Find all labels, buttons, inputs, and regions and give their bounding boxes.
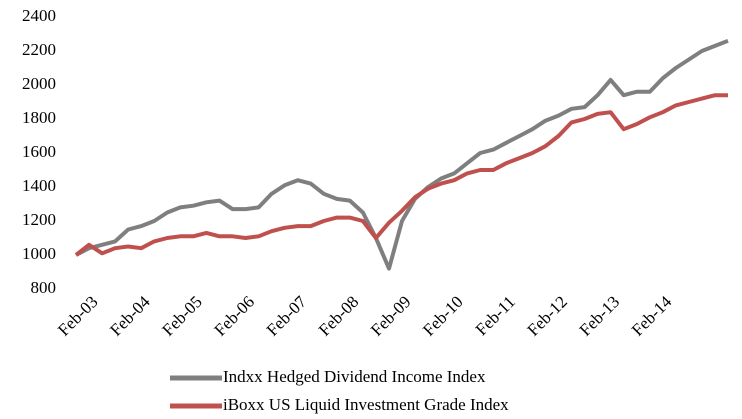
x-tick-label: Feb-12 bbox=[524, 292, 571, 339]
x-tick-label: Feb-14 bbox=[628, 292, 676, 340]
x-tick-label: Feb-03 bbox=[54, 292, 101, 339]
y-tick-label: 1600 bbox=[22, 142, 56, 161]
series-line bbox=[75, 38, 729, 271]
x-tick-label: Feb-05 bbox=[158, 292, 205, 339]
x-tick-label: Feb-06 bbox=[211, 292, 258, 339]
x-tick-label: Feb-08 bbox=[315, 292, 362, 339]
legend-label: iBoxx US Liquid Investment Grade Index bbox=[223, 395, 509, 414]
x-tick-label: Feb-13 bbox=[576, 292, 623, 339]
y-tick-label: 1800 bbox=[22, 108, 56, 127]
x-tick-label: Feb-04 bbox=[106, 292, 154, 340]
y-tick-label: 800 bbox=[31, 278, 57, 297]
x-tick-label: Feb-10 bbox=[419, 292, 466, 339]
y-tick-label: 1400 bbox=[22, 176, 56, 195]
y-tick-label: 2000 bbox=[22, 74, 56, 93]
legend-label: Indxx Hedged Dividend Income Index bbox=[223, 367, 486, 386]
series-line bbox=[74, 93, 728, 257]
y-tick-label: 1000 bbox=[22, 244, 56, 263]
y-tick-label: 2200 bbox=[22, 40, 56, 59]
y-tick-label: 1200 bbox=[22, 210, 56, 229]
y-tick-label: 2400 bbox=[22, 6, 56, 25]
x-tick-label: Feb-11 bbox=[472, 292, 519, 339]
x-tick-label: Feb-09 bbox=[367, 292, 414, 339]
x-tick-label: Feb-07 bbox=[263, 292, 311, 340]
